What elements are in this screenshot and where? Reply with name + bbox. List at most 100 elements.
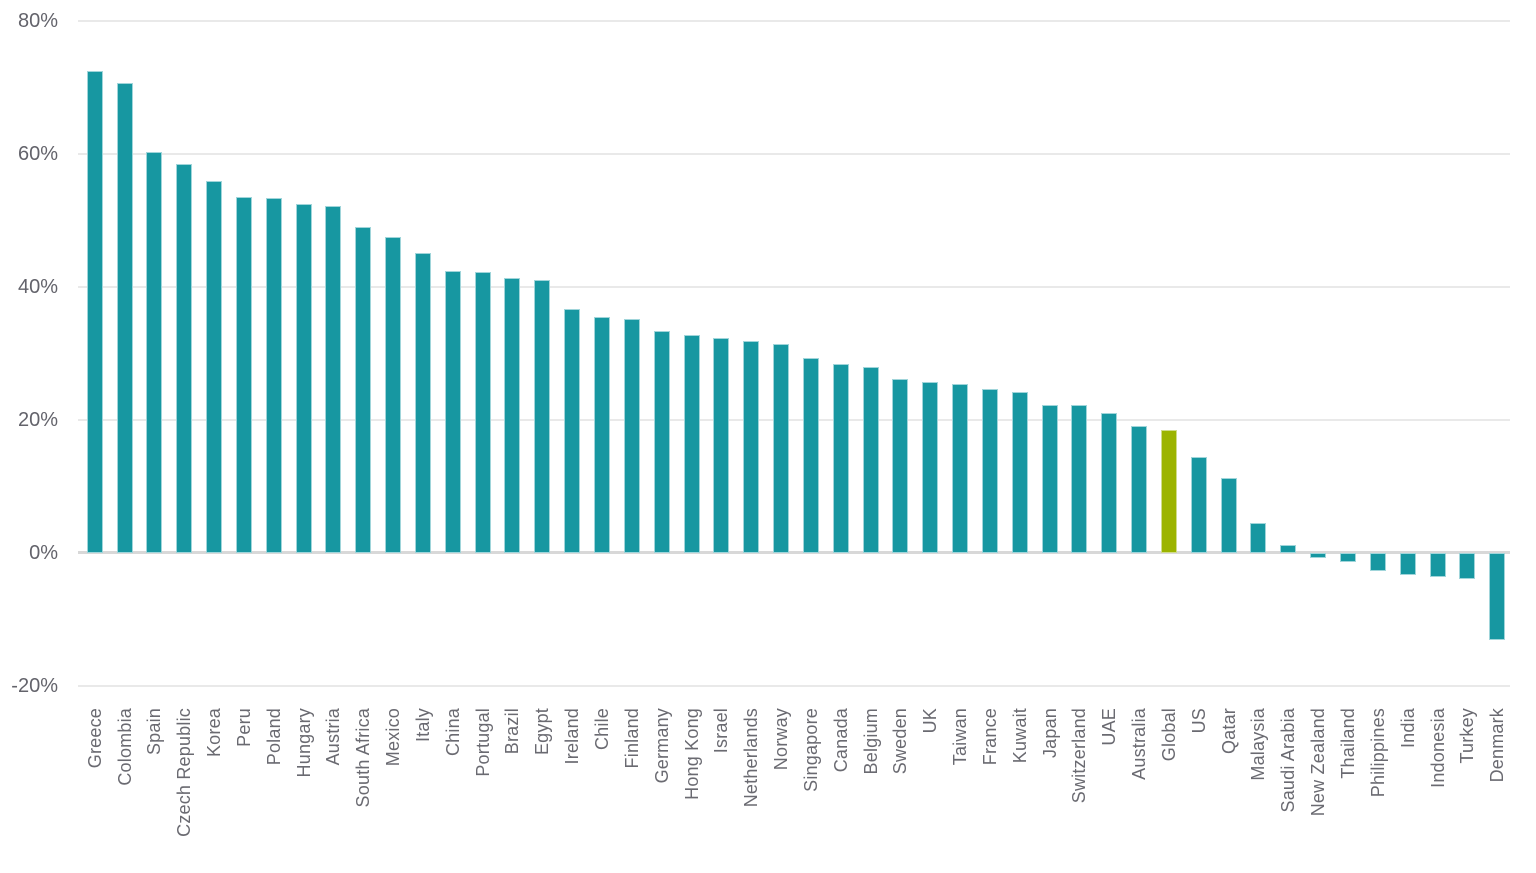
bar-egypt (534, 280, 551, 553)
x-tick-label: Hong Kong (681, 708, 702, 800)
x-tick-label: Czech Republic (174, 708, 195, 837)
gridline-40 (78, 285, 1510, 288)
x-label-poland: Poland (259, 708, 289, 765)
bar-germany (653, 331, 670, 553)
x-tick-label: Indonesia (1427, 708, 1448, 788)
bar-spain (146, 151, 163, 553)
x-tick-label: Philippines (1367, 708, 1388, 798)
bar-india (1399, 552, 1416, 575)
x-tick-label: New Zealand (1308, 708, 1329, 817)
bar-hong-kong (683, 335, 700, 553)
bar-colombia (116, 83, 133, 553)
x-tick-label: Qatar (1218, 708, 1239, 755)
bar-france (981, 389, 998, 553)
x-label-czech-republic: Czech Republic (169, 708, 199, 837)
x-label-switzerland: Switzerland (1064, 708, 1094, 803)
y-tick-label: 20% (17, 408, 58, 431)
x-label-uk: UK (915, 708, 945, 733)
x-tick-label: Switzerland (1069, 708, 1090, 804)
x-tick-label: Colombia (114, 708, 135, 786)
y-tick-label: 60% (17, 142, 58, 165)
bar-us (1190, 456, 1207, 553)
x-label-spain: Spain (139, 708, 169, 755)
x-label-france: France (975, 708, 1005, 765)
x-label-peru: Peru (229, 708, 259, 747)
x-label-sweden: Sweden (885, 708, 915, 774)
x-label-malaysia: Malaysia (1243, 708, 1273, 781)
bar-sweden (892, 379, 909, 553)
x-label-thailand: Thailand (1333, 708, 1363, 779)
x-label-colombia: Colombia (110, 708, 140, 786)
bar-malaysia (1250, 523, 1267, 553)
x-label-korea: Korea (199, 708, 229, 757)
bar-turkey (1459, 552, 1476, 580)
x-label-belgium: Belgium (856, 708, 886, 774)
x-tick-label: Sweden (890, 708, 911, 775)
bar-denmark (1489, 552, 1506, 641)
bar-uk (922, 382, 939, 553)
bar-chile (593, 316, 610, 553)
x-label-canada: Canada (826, 708, 856, 772)
x-tick-label: Germany (651, 708, 672, 784)
x-tick-label: Hungary (293, 708, 314, 778)
bar-austria (325, 206, 342, 553)
x-tick-label: Thailand (1337, 708, 1358, 779)
x-label-hungary: Hungary (289, 708, 319, 777)
x-tick-label: UK (920, 708, 941, 734)
x-label-turkey: Turkey (1452, 708, 1482, 764)
bar-israel (713, 337, 730, 553)
x-label-global: Global (1154, 708, 1184, 761)
x-tick-label: UAE (1099, 708, 1120, 746)
x-tick-label: Kuwait (1009, 708, 1030, 764)
x-label-china: China (438, 708, 468, 756)
bar-indonesia (1429, 552, 1446, 578)
bar-japan (1041, 405, 1058, 553)
x-tick-label: Egypt (532, 708, 553, 756)
x-label-us: US (1184, 708, 1214, 733)
x-tick-label: Taiwan (950, 708, 971, 766)
y-tick-label: 40% (17, 275, 58, 298)
x-label-taiwan: Taiwan (945, 708, 975, 765)
x-tick-label: Malaysia (1248, 708, 1269, 781)
x-tick-label: Global (1158, 708, 1179, 762)
x-tick-label: Brazil (502, 708, 523, 755)
bar-qatar (1220, 477, 1237, 553)
gridline--20 (78, 684, 1510, 687)
bar-philippines (1369, 552, 1386, 572)
x-tick-label: Norway (771, 708, 792, 771)
x-tick-label: Greece (84, 708, 105, 769)
x-tick-label: Peru (233, 708, 254, 747)
x-label-israel: Israel (706, 708, 736, 753)
x-label-australia: Australia (1124, 708, 1154, 780)
x-tick-label: South Africa (353, 708, 374, 808)
x-tick-label: Canada (830, 708, 851, 773)
x-tick-label: Japan (1039, 708, 1060, 759)
bar-italy (414, 253, 431, 553)
x-tick-label: Turkey (1457, 708, 1478, 764)
x-tick-label: Australia (1129, 708, 1150, 780)
x-label-kuwait: Kuwait (1005, 708, 1035, 763)
x-tick-label: Saudi Arabia (1278, 708, 1299, 813)
x-label-italy: Italy (408, 708, 438, 742)
x-label-denmark: Denmark (1482, 708, 1512, 782)
x-tick-label: Israel (711, 708, 732, 754)
x-tick-label: Poland (263, 708, 284, 766)
bar-norway (773, 343, 790, 553)
bar-hungary (295, 204, 312, 553)
x-tick-label: Belgium (860, 708, 881, 775)
x-label-south-africa: South Africa (348, 708, 378, 807)
bar-china (444, 270, 461, 553)
x-label-japan: Japan (1035, 708, 1065, 758)
y-tick-label: -20% (11, 674, 58, 697)
x-label-philippines: Philippines (1363, 708, 1393, 797)
x-label-netherlands: Netherlands (736, 708, 766, 807)
x-label-finland: Finland (617, 708, 647, 768)
x-tick-label: China (442, 708, 463, 757)
x-tick-label: Italy (412, 708, 433, 743)
x-label-egypt: Egypt (527, 708, 557, 755)
x-tick-label: Mexico (383, 708, 404, 767)
x-tick-label: US (1188, 708, 1209, 734)
bar-brazil (504, 278, 521, 553)
bar-peru (235, 196, 252, 553)
